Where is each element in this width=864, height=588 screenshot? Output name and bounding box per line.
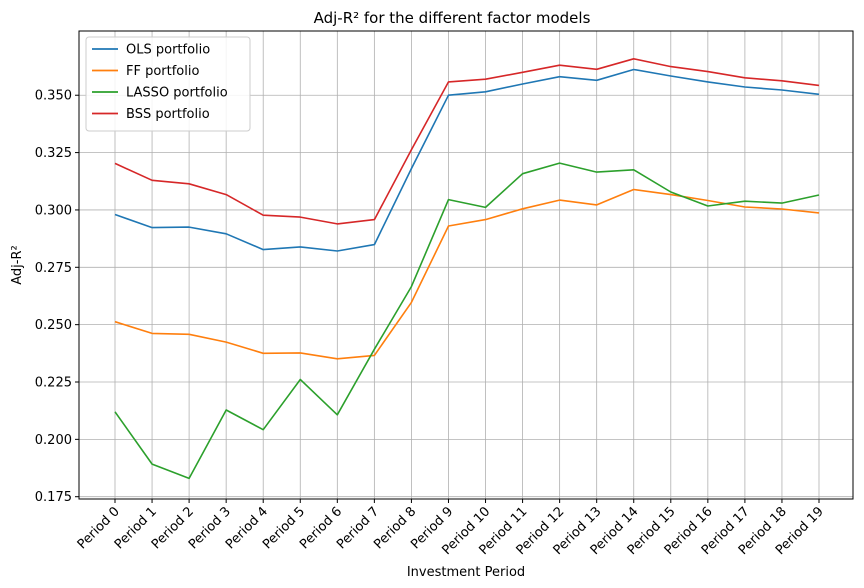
y-axis: 0.175 0.200 0.225 0.250 0.275 0.300 0.325 0.350 xyxy=(35,89,79,505)
y-tick-label: 0.225 xyxy=(35,376,72,391)
legend-label: FF portfolio xyxy=(126,64,199,79)
y-tick-label: 0.250 xyxy=(35,318,72,333)
y-tick-label: 0.175 xyxy=(35,490,72,505)
y-tick-label: 0.325 xyxy=(35,146,72,161)
x-axis-title: Investment Period xyxy=(407,565,525,580)
series-line-1 xyxy=(114,68,820,252)
y-tick-label: 0.350 xyxy=(35,89,72,104)
plot-frame xyxy=(78,30,854,500)
legend-label: BSS portfolio xyxy=(126,107,210,122)
series-lines xyxy=(114,57,820,480)
legend-box xyxy=(85,36,251,132)
legend: OLS portfolio FF portfolio LASSO portfolio… xyxy=(85,36,251,132)
y-tick-label: 0.300 xyxy=(35,203,72,218)
series-line-2 xyxy=(114,188,820,360)
grid xyxy=(79,31,853,499)
legend-label: OLS portfolio xyxy=(126,43,210,58)
series-line-4 xyxy=(114,57,820,225)
y-tick-label: 0.275 xyxy=(35,261,72,276)
legend-label: LASSO portfolio xyxy=(126,86,228,101)
y-tick-label: 0.200 xyxy=(35,433,72,448)
y-axis-title: Adj-R² xyxy=(10,245,25,284)
chart-title: Adj-R² for the different factor models xyxy=(314,9,591,27)
series-line-3 xyxy=(114,162,820,480)
